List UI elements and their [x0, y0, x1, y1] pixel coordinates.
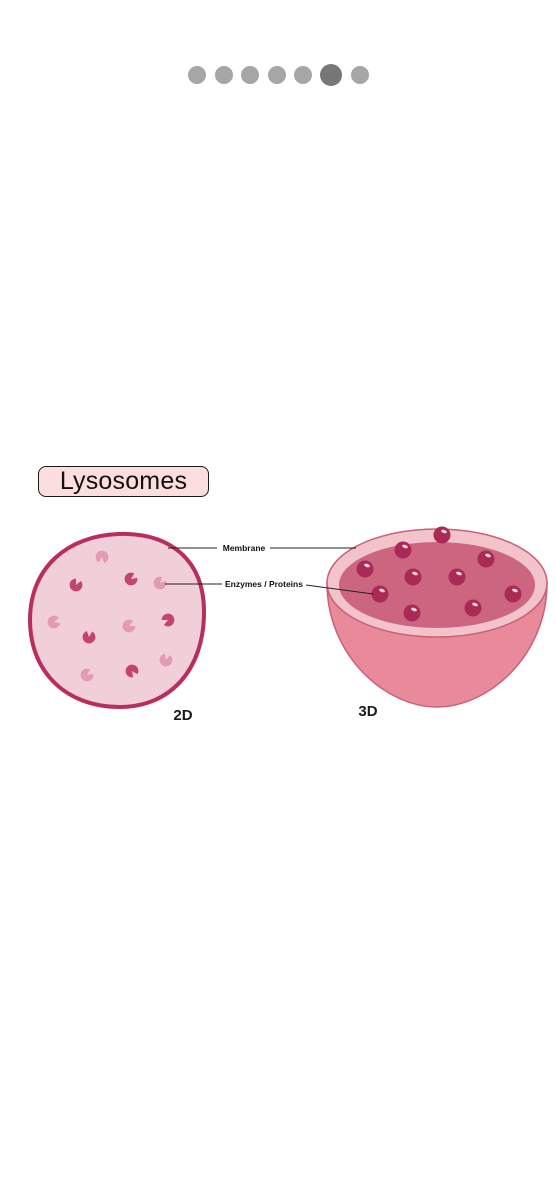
protein-sphere-icon	[478, 551, 495, 568]
page-dot-5[interactable]	[294, 66, 312, 84]
page-dot-2[interactable]	[215, 66, 233, 84]
lysosome-2d-membrane	[30, 534, 204, 707]
page-dot-7[interactable]	[351, 66, 369, 84]
lysosome-3d	[327, 527, 547, 708]
protein-sphere-icon	[372, 586, 389, 603]
protein-sphere-icon	[505, 586, 522, 603]
view-3d-label: 3D	[358, 703, 377, 720]
page-indicator	[0, 64, 556, 86]
lysosome-figure: Membrane Enzymes / Proteins 2D 3D	[0, 500, 556, 740]
protein-sphere-icon	[434, 527, 451, 544]
protein-sphere-icon	[395, 542, 412, 559]
protein-sphere-icon	[449, 569, 466, 586]
membrane-callout: Membrane	[168, 543, 356, 553]
protein-sphere-icon	[405, 569, 422, 586]
view-2d-label: 2D	[173, 707, 192, 724]
page-dot-6-active[interactable]	[320, 64, 342, 86]
page-dot-4[interactable]	[268, 66, 286, 84]
page-dot-3[interactable]	[241, 66, 259, 84]
slide-title: Lysosomes	[38, 466, 209, 497]
lysosome-3d-interior	[339, 542, 535, 628]
enzymes-label: Enzymes / Proteins	[225, 579, 303, 589]
membrane-label: Membrane	[223, 543, 266, 553]
protein-sphere-icon	[357, 561, 374, 578]
protein-sphere-icon	[404, 605, 421, 622]
page-dot-1[interactable]	[188, 66, 206, 84]
lysosome-2d	[30, 534, 204, 707]
protein-sphere-icon	[465, 600, 482, 617]
